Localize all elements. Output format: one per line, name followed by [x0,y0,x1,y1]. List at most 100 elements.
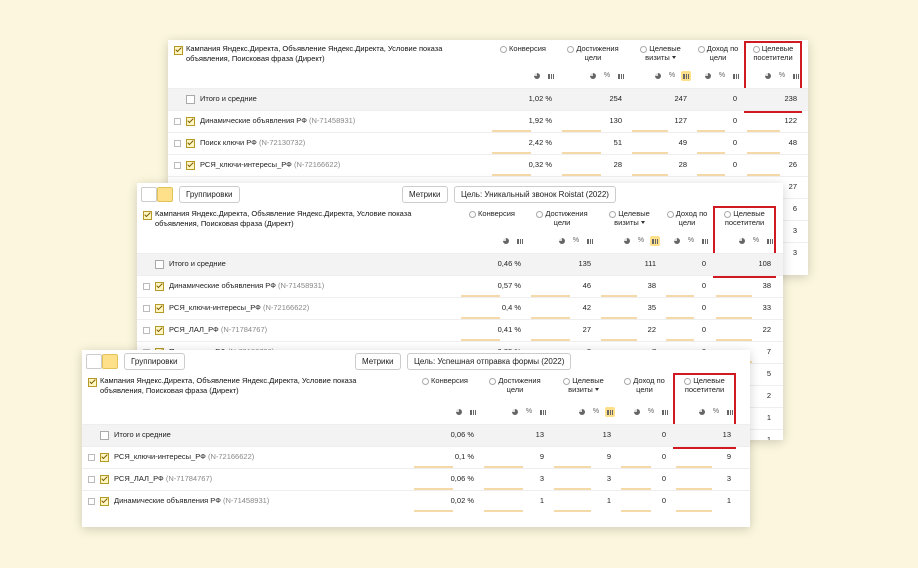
column-header[interactable]: Конверсия [410,376,480,385]
expand-button[interactable] [88,454,95,461]
row-name: РСЯ_ЛАЛ_РФ [114,474,164,483]
view-toggle[interactable]: % [572,237,580,244]
select-all-checkbox[interactable] [174,46,183,55]
view-toggle[interactable] [650,236,660,246]
view-toggle[interactable] [622,236,632,246]
metrics-button[interactable]: Метрики [355,353,401,370]
view-toggle[interactable] [700,236,710,246]
view-toggle[interactable]: % [687,237,695,244]
expand-button[interactable] [143,283,150,290]
view-toggle[interactable] [454,407,464,417]
column-header[interactable]: Целевые визиты [628,44,693,62]
view-toggle[interactable] [697,407,707,417]
view-toggle[interactable] [737,236,747,246]
view-toggle[interactable] [532,71,542,81]
expand-button[interactable] [174,162,181,169]
view-toggle[interactable] [765,236,775,246]
view-toggle[interactable] [538,407,548,417]
column-header[interactable]: Целевые посетители [672,376,737,394]
row-checkbox[interactable] [100,497,109,506]
expand-button[interactable] [174,118,181,125]
goal-select[interactable]: Цель: Успешная отправка формы (2022) [407,353,572,370]
row-checkbox[interactable] [155,304,164,313]
view-toggle[interactable]: % [637,237,645,244]
expand-button[interactable] [88,476,95,483]
view-toggle[interactable]: % [752,237,760,244]
list-view-button[interactable] [141,187,157,202]
view-toggle[interactable] [468,407,478,417]
view-toggle[interactable] [510,407,520,417]
view-toggle[interactable] [725,407,735,417]
row-checkbox[interactable] [155,326,164,335]
view-toggle[interactable] [605,407,615,417]
row-checkbox[interactable] [155,260,164,269]
row-checkbox[interactable] [100,431,109,440]
column-header[interactable]: Целевые посетители [712,209,777,227]
view-toggle[interactable]: % [778,72,786,79]
view-toggle[interactable] [546,71,556,81]
view-toggle[interactable] [616,71,626,81]
expand-button[interactable] [88,498,95,505]
column-header[interactable]: Доход по цели [662,209,712,227]
column-header[interactable]: Конверсия [457,209,527,218]
view-toggle[interactable] [653,71,663,81]
view-toggle[interactable]: % [525,408,533,415]
list-view-button[interactable] [86,354,102,369]
view-toggle[interactable] [791,71,801,81]
view-toggle[interactable] [763,71,773,81]
view-toggle[interactable] [731,71,741,81]
view-toggle[interactable] [557,236,567,246]
view-toggle[interactable] [672,236,682,246]
view-toggle[interactable] [585,236,595,246]
column-header[interactable]: Целевые посетители [743,44,803,62]
row-checkbox[interactable] [186,117,195,126]
expand-button[interactable] [143,327,150,334]
column-header[interactable]: Конверсия [488,44,558,53]
column-title: Доход по цели [706,44,739,62]
row-checkbox[interactable] [186,139,195,148]
view-toggle[interactable] [681,71,691,81]
column-header[interactable]: Целевые визиты [550,376,617,394]
view-toggle[interactable] [588,71,598,81]
view-toggle[interactable]: % [712,408,720,415]
value-underline [747,152,780,154]
row-checkbox[interactable] [186,161,195,170]
groupings-button[interactable]: Группировки [179,186,240,203]
view-toggle[interactable]: % [718,72,726,79]
tree-view-button[interactable] [102,354,118,369]
expand-button[interactable] [174,140,181,147]
select-all-checkbox[interactable] [143,211,152,220]
select-all-checkbox[interactable] [88,378,97,387]
column-header[interactable]: Достижения цели [480,376,550,394]
view-toggle[interactable]: % [668,72,676,79]
goal-select[interactable]: Цель: Уникальный звонок Roistat (2022) [454,186,616,203]
expand-button[interactable] [143,305,150,312]
view-toggle[interactable] [577,407,587,417]
column-header[interactable]: Целевые визиты [597,209,662,227]
column-header[interactable]: Доход по цели [693,44,743,62]
column-header[interactable]: Достижения цели [527,209,597,227]
value-underline [601,339,637,341]
view-toggle[interactable]: % [603,72,611,79]
view-toggle[interactable] [515,236,525,246]
metrics-button[interactable]: Метрики [402,186,448,203]
view-toggle[interactable]: % [592,408,600,415]
row-checkbox[interactable] [186,95,195,104]
column-header[interactable]: Доход по цели [617,376,672,394]
row-checkbox[interactable] [155,282,164,291]
row-checkbox[interactable] [100,475,109,484]
metric-value: 1,92 % [528,116,552,125]
value-underline [697,152,725,154]
view-toggle[interactable] [660,407,670,417]
view-toggle[interactable]: % [647,408,655,415]
view-toggle[interactable] [632,407,642,417]
value-underline [484,466,523,468]
column-header[interactable]: Достижения цели [558,44,628,62]
tree-view-button[interactable] [157,187,173,202]
view-toggle[interactable] [501,236,511,246]
row-checkbox[interactable] [100,453,109,462]
metric-value: 1 [726,496,731,505]
groupings-button[interactable]: Группировки [124,353,185,370]
view-toggle[interactable] [703,71,713,81]
